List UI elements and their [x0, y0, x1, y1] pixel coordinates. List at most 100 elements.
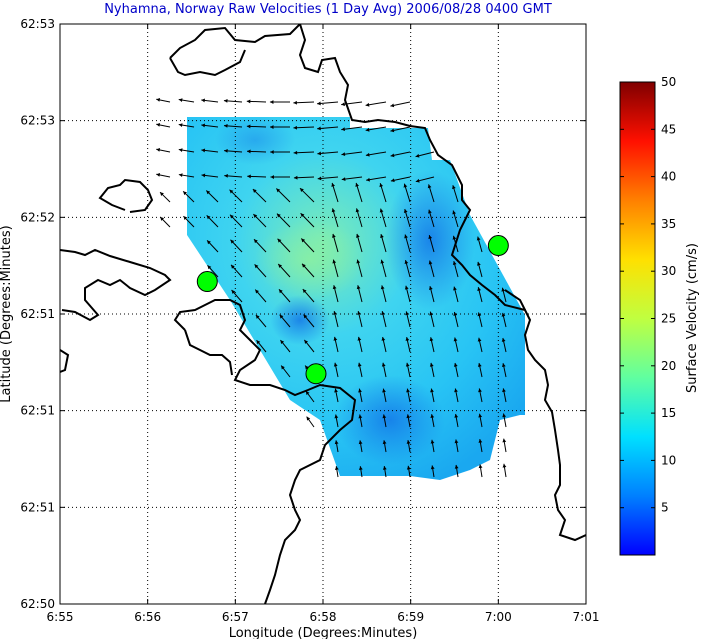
colorbar-tick-label: 35 — [661, 217, 676, 231]
velocity-arrow — [317, 101, 339, 106]
velocity-arrow — [301, 263, 315, 278]
velocity-arrow — [453, 311, 459, 328]
velocity-arrow — [300, 238, 315, 253]
velocity-arrow — [454, 413, 459, 428]
velocity-arrow — [430, 439, 435, 453]
x-tick-label: 6:56 — [134, 610, 161, 624]
velocity-arrow — [334, 414, 339, 428]
velocity-arrow — [293, 100, 315, 105]
velocity-arrow — [178, 98, 195, 103]
velocity-arrow — [380, 285, 387, 303]
velocity-arrow — [428, 234, 435, 253]
velocity-arrow — [454, 464, 459, 478]
velocity-arrow — [452, 185, 459, 203]
velocity-arrow — [230, 239, 243, 253]
velocity-arrow — [357, 336, 363, 353]
velocity-arrow — [280, 365, 291, 378]
velocity-arrow — [255, 314, 267, 328]
velocity-arrow — [454, 388, 459, 403]
velocity-arrow — [478, 464, 483, 478]
velocity-arrow — [156, 98, 171, 103]
site-marker — [196, 271, 218, 293]
velocity-arrow — [429, 362, 435, 378]
velocity-arrow — [246, 149, 267, 154]
velocity-arrow — [254, 289, 267, 303]
velocity-arrow — [501, 312, 507, 328]
velocity-arrow — [379, 183, 387, 203]
colorbar-tick-label: 45 — [661, 122, 676, 136]
x-tick-label: 7:00 — [485, 610, 512, 624]
velocity-arrow — [356, 233, 363, 253]
velocity-arrow — [207, 265, 219, 278]
velocity-arrow — [254, 264, 267, 278]
velocity-arrow — [403, 208, 411, 228]
velocity-arrow — [317, 151, 339, 156]
velocity-arrow — [223, 123, 243, 128]
velocity-arrow — [229, 214, 243, 228]
velocity-arrow — [406, 414, 411, 428]
velocity-arrow — [332, 259, 339, 278]
velocity-arrow — [303, 314, 315, 328]
x-tick-label: 6:59 — [397, 610, 424, 624]
velocity-arrow — [358, 388, 363, 403]
velocity-arrow — [358, 414, 363, 428]
velocity-arrow — [201, 98, 219, 103]
velocity-arrow — [302, 288, 315, 303]
velocity-arrow — [270, 175, 291, 179]
velocity-arrow — [380, 234, 387, 253]
colorbar-tick-label: 30 — [661, 264, 676, 278]
y-tick-label: 62:51 — [20, 500, 55, 514]
velocity-arrow — [224, 173, 243, 178]
velocity-arrow — [357, 362, 363, 378]
velocity-arrow — [415, 151, 435, 158]
velocity-arrow — [502, 413, 507, 428]
velocity-arrow — [452, 235, 459, 253]
velocity-arrow — [332, 285, 339, 303]
velocity-arrow — [178, 173, 195, 178]
velocity-arrow — [452, 261, 459, 278]
velocity-arrow — [476, 236, 483, 253]
y-tick-label: 62:52 — [20, 210, 55, 224]
velocity-arrow — [230, 264, 243, 278]
velocity-arrow — [453, 286, 459, 303]
velocity-arrow — [317, 176, 339, 181]
velocity-arrow — [358, 466, 363, 478]
velocity-arrow — [156, 173, 171, 178]
velocity-arrow — [382, 388, 387, 403]
velocity-arrow — [333, 336, 339, 353]
y-tick-label: 62:53 — [20, 17, 55, 31]
velocity-arrow — [205, 190, 219, 203]
velocity-arrow — [501, 287, 507, 303]
velocity-arrow — [276, 213, 291, 228]
site-markers — [196, 235, 509, 385]
velocity-arrow — [454, 439, 459, 453]
x-tick-label: 6:57 — [222, 610, 249, 624]
velocity-arrow — [303, 339, 315, 353]
velocity-arrow — [406, 465, 411, 478]
velocity-arrow — [341, 176, 363, 181]
colorbar-tick-label: 5 — [661, 501, 669, 515]
velocity-arrow — [406, 388, 411, 403]
velocity-arrow — [358, 440, 363, 453]
velocity-arrow — [178, 123, 195, 128]
velocity-arrow — [502, 388, 507, 403]
velocity-arrow — [253, 238, 267, 253]
velocity-arrow — [453, 337, 459, 353]
velocity-arrow — [404, 234, 411, 253]
velocity-arrow — [390, 101, 411, 108]
velocity-arrow — [224, 148, 243, 153]
x-tick-label: 6:58 — [310, 610, 337, 624]
velocity-arrow — [365, 151, 387, 157]
y-axis: 62:53 62:53 62:52 62:51 62:51 62:51 62:50 — [20, 17, 586, 611]
velocity-arrow — [331, 182, 339, 203]
y-tick-label: 62:51 — [20, 307, 55, 321]
velocity-arrow — [477, 287, 483, 303]
velocity-arrow — [231, 289, 243, 303]
x-axis: 6:55 6:56 6:57 6:58 6:59 7:00 7:01 — [47, 24, 599, 624]
velocity-arrow — [201, 173, 219, 178]
velocity-arrow — [404, 259, 411, 278]
velocity-arrow — [159, 216, 171, 228]
velocity-arrow — [477, 337, 483, 353]
velocity-arrow — [430, 465, 435, 478]
